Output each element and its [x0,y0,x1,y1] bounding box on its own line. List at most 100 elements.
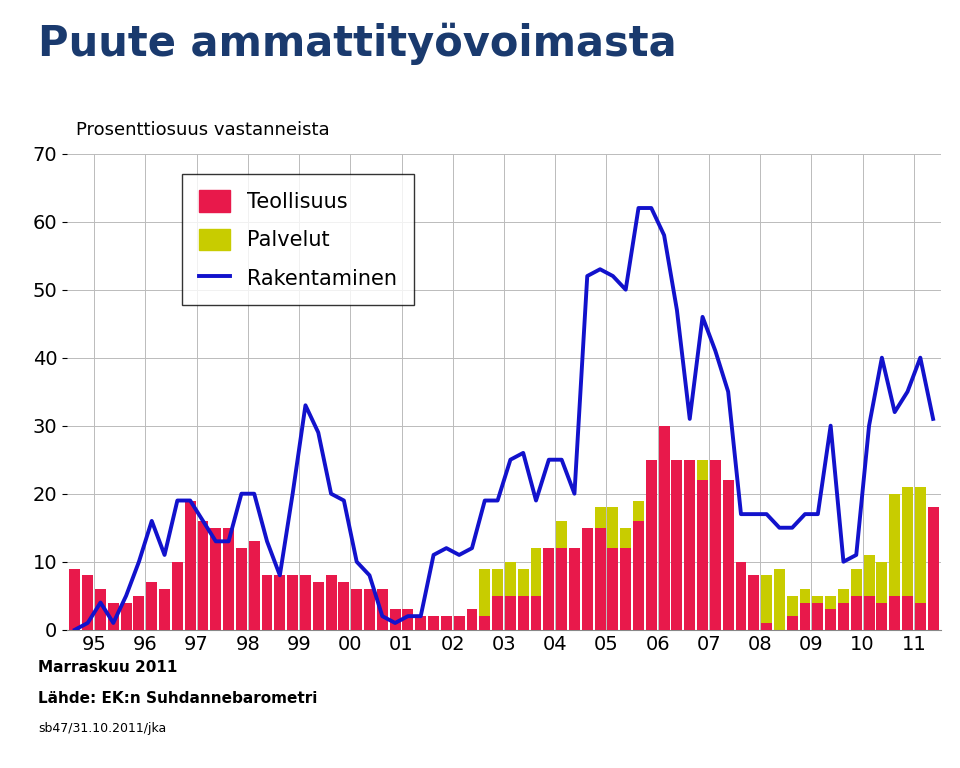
Bar [876,561,887,630]
Legend: Teollisuus, Palvelut, Rakentaminen: Teollisuus, Palvelut, Rakentaminen [182,174,414,306]
Bar [812,603,824,630]
Bar [184,501,196,630]
Bar [697,460,708,630]
Bar [531,596,541,630]
Text: Puute ammattityövoimasta: Puute ammattityövoimasta [38,23,677,65]
Bar [582,528,592,630]
Bar [927,508,939,630]
Bar [608,508,618,630]
Text: Lähde: EK:n Suhdannebarometri: Lähde: EK:n Suhdannebarometri [38,691,318,707]
Line: Rakentaminen: Rakentaminen [75,208,933,630]
Bar [479,568,491,630]
Bar [428,616,439,630]
Bar [582,548,592,630]
Bar [505,561,516,630]
Bar [261,575,273,630]
Bar [377,589,388,630]
Bar [505,596,516,630]
Bar [812,596,824,630]
Bar [927,508,939,630]
Bar [684,460,695,630]
Bar [646,480,657,630]
Bar [249,541,259,630]
Bar [223,528,234,630]
Bar [569,548,580,630]
Bar [364,589,375,630]
Bar [800,589,810,630]
Bar [915,603,925,630]
Bar [684,460,695,630]
Bar [749,575,759,630]
Rakentaminen [568,489,580,498]
Bar [275,575,285,630]
Bar [709,460,721,630]
Bar [864,555,875,630]
Rakentaminen [927,414,939,423]
Bar [902,487,913,630]
Bar [709,460,721,630]
Bar [339,582,349,630]
Bar [723,480,733,630]
Rakentaminen [428,551,440,560]
Bar [492,568,503,630]
Bar [633,501,644,630]
Bar [300,575,311,630]
Text: sb47/31.10.2011/jka: sb47/31.10.2011/jka [38,722,167,735]
Bar [146,582,157,630]
Rakentaminen [851,551,862,560]
Bar [479,616,491,630]
Bar [467,609,477,630]
Bar [633,521,644,630]
Bar [517,596,529,630]
Bar [697,480,708,630]
Bar [761,575,772,630]
Bar [556,521,567,630]
Bar [915,487,925,630]
Bar [454,616,465,630]
Bar [889,596,900,630]
Bar [620,528,631,630]
Bar [543,555,554,630]
Bar [838,589,849,630]
Rakentaminen [274,571,285,580]
Bar [569,561,580,630]
Bar [620,548,631,630]
Bar [787,616,798,630]
Bar [172,561,182,630]
Bar [441,616,452,630]
Bar [876,603,887,630]
Bar [646,460,657,630]
Bar [517,568,529,630]
Bar [671,473,683,630]
Bar [69,568,81,630]
Bar [787,596,798,630]
Bar [210,528,221,630]
Bar [416,616,426,630]
Bar [800,603,810,630]
Rakentaminen [633,204,644,213]
Bar [492,596,503,630]
Text: Marraskuu 2011: Marraskuu 2011 [38,660,178,676]
Bar [108,603,119,630]
Bar [198,521,208,630]
Bar [159,589,170,630]
Bar [761,623,772,630]
Bar [543,548,554,630]
Bar [390,609,400,630]
Bar [402,609,414,630]
Bar [287,575,299,630]
Bar [838,603,849,630]
Bar [723,494,733,630]
Bar [236,548,247,630]
Bar [313,582,324,630]
Bar [325,575,337,630]
Bar [671,460,683,630]
Bar [351,589,362,630]
Bar [826,596,836,630]
Bar [889,494,900,630]
Bar [121,603,132,630]
Bar [133,596,144,630]
Bar [864,596,875,630]
Bar [659,460,669,630]
Bar [774,568,785,630]
